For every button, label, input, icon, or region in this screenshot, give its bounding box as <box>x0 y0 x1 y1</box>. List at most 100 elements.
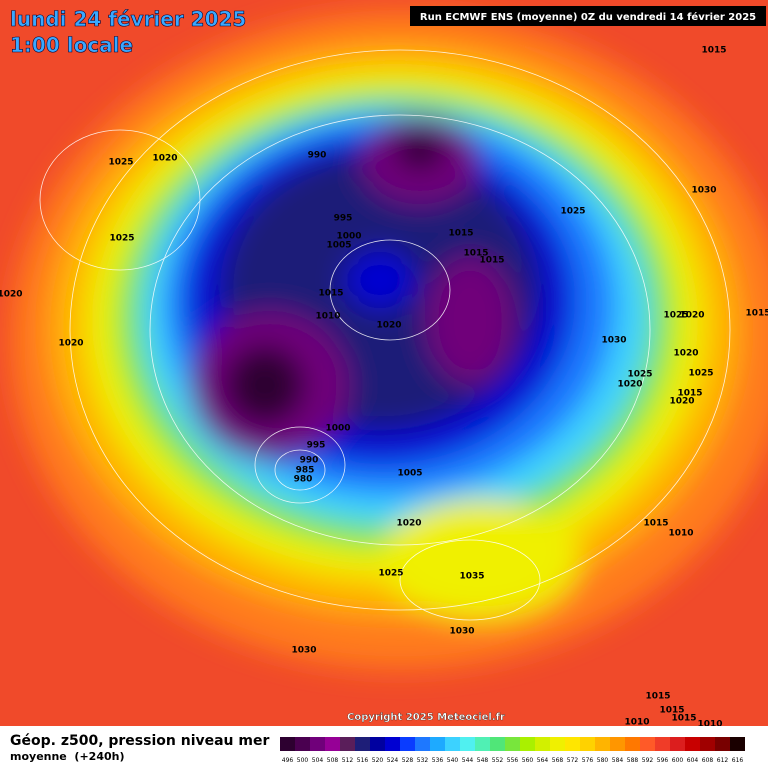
colorbar-swatch <box>520 737 535 751</box>
isobar-label: 1025 <box>108 158 133 168</box>
colorbar-swatch <box>535 737 550 751</box>
map-time: 1:00 locale <box>10 33 133 57</box>
isobar-label: 1005 <box>397 469 422 479</box>
isobar-label: 990 <box>308 151 327 161</box>
isobar-label: 1015 <box>701 46 726 56</box>
footer-title: Géop. z500, pression niveau mer <box>10 733 269 749</box>
colorbar-swatch <box>730 737 745 751</box>
colorbar-label: 536 <box>432 757 444 764</box>
isobar-label: 1015 <box>645 692 670 702</box>
isobar-label: 1010 <box>624 718 649 728</box>
colorbar-swatch <box>310 737 325 751</box>
colorbar-label: 612 <box>717 757 729 764</box>
isobar-label: 1015 <box>318 289 343 299</box>
isobar-label: 1030 <box>601 336 626 346</box>
isobar-label: 1025 <box>688 369 713 379</box>
isobar-label: 1025 <box>109 234 134 244</box>
isobar-label: 1030 <box>691 186 716 196</box>
colorbar-label: 572 <box>567 757 579 764</box>
isobar-label: 1020 <box>152 154 177 164</box>
colorbar-swatch <box>490 737 505 751</box>
run-box <box>410 6 766 26</box>
colorbar-swatch <box>685 737 700 751</box>
colorbar-swatch <box>280 737 295 751</box>
colorbar-label: 524 <box>387 757 399 764</box>
colorbar-swatch <box>445 737 460 751</box>
colorbar-label: 544 <box>462 757 474 764</box>
colorbar-swatch <box>580 737 595 751</box>
isobar-label: 995 <box>307 441 326 451</box>
colorbar-label: 496 <box>282 757 294 764</box>
colorbar-label: 552 <box>492 757 504 764</box>
isobar-label: 1025 <box>663 311 688 321</box>
isobar-label: 1015 <box>677 389 702 399</box>
colorbar-swatch <box>550 737 565 751</box>
colorbar-label: 580 <box>597 757 609 764</box>
map-date: lundi 24 février 2025 <box>10 7 246 31</box>
isobar-label: 1015 <box>463 249 488 259</box>
isobar-label: 1000 <box>325 424 350 434</box>
colorbar-swatch <box>595 737 610 751</box>
colorbar: 496 500 504 508 512 516 520 524 528 532 536 540 544 5… <box>280 737 745 764</box>
colorbar-label: 560 <box>522 757 534 764</box>
colorbar-swatch <box>415 737 430 751</box>
colorbar-label: 504 <box>312 757 324 764</box>
isobar-label: 1025 <box>560 207 585 217</box>
colorbar-swatch <box>460 737 475 751</box>
isobar-label: 1020 <box>669 397 694 407</box>
footer-subtitle: moyenne (+240h) <box>10 750 125 763</box>
colorbar-label: 568 <box>552 757 564 764</box>
colorbar-label: 512 <box>342 757 354 764</box>
isobar-label: 985 <box>296 466 315 476</box>
colorbar-label: 600 <box>672 757 684 764</box>
colorbar-swatch <box>505 737 520 751</box>
colorbar-swatch <box>625 737 640 751</box>
colorbar-label: 516 <box>357 757 369 764</box>
colorbar-swatch <box>610 737 625 751</box>
colorbar-swatch <box>475 737 490 751</box>
colorbar-swatch <box>385 737 400 751</box>
colorbar-label: 556 <box>507 757 519 764</box>
colorbar-swatch <box>295 737 310 751</box>
isobar-label: 1010 <box>697 720 722 730</box>
isobar-label: 1030 <box>449 627 474 637</box>
colorbar-swatch <box>640 737 655 751</box>
isobar-label: 1035 <box>459 572 484 582</box>
colorbar-label: 596 <box>657 757 669 764</box>
isobar-label: 1015 <box>659 706 684 716</box>
isobar-label: 1015 <box>479 256 504 266</box>
isobar-label: 1020 <box>673 349 698 359</box>
colorbar-swatch <box>370 737 385 751</box>
colorbar-swatch <box>325 737 340 751</box>
isobar-label: 980 <box>294 475 313 485</box>
colorbar-label: 588 <box>627 757 639 764</box>
colorbar-label: 508 <box>327 757 339 764</box>
isobar-label: 1000 <box>336 232 361 242</box>
colorbar-label: 576 <box>582 757 594 764</box>
colorbar-label: 532 <box>417 757 429 764</box>
colorbar-label: 528 <box>402 757 414 764</box>
colorbar-label: 540 <box>447 757 459 764</box>
colorbar-swatch <box>655 737 670 751</box>
isobar-label: 1015 <box>448 229 473 239</box>
isobar-label: 990 <box>300 456 319 466</box>
copyright: Copyright 2025 Meteociel.fr <box>347 712 505 723</box>
isobar-label: 1020 <box>58 339 83 349</box>
colorbar-swatch <box>340 737 355 751</box>
isobar-label: 995 <box>334 214 353 224</box>
isobar-label: 1015 <box>671 714 696 724</box>
isobar-label: 1015 <box>643 519 668 529</box>
map-field <box>0 0 768 726</box>
isobar-label: 1020 <box>0 290 23 300</box>
isobar-label: 1015 <box>745 309 768 319</box>
isobar-label: 1020 <box>396 519 421 529</box>
isobar-label: 1020 <box>617 380 642 390</box>
colorbar-label: 584 <box>612 757 624 764</box>
colorbar-label: 564 <box>537 757 549 764</box>
colorbar-label: 520 <box>372 757 384 764</box>
colorbar-swatch <box>400 737 415 751</box>
colorbar-label: 548 <box>477 757 489 764</box>
colorbar-swatch <box>430 737 445 751</box>
